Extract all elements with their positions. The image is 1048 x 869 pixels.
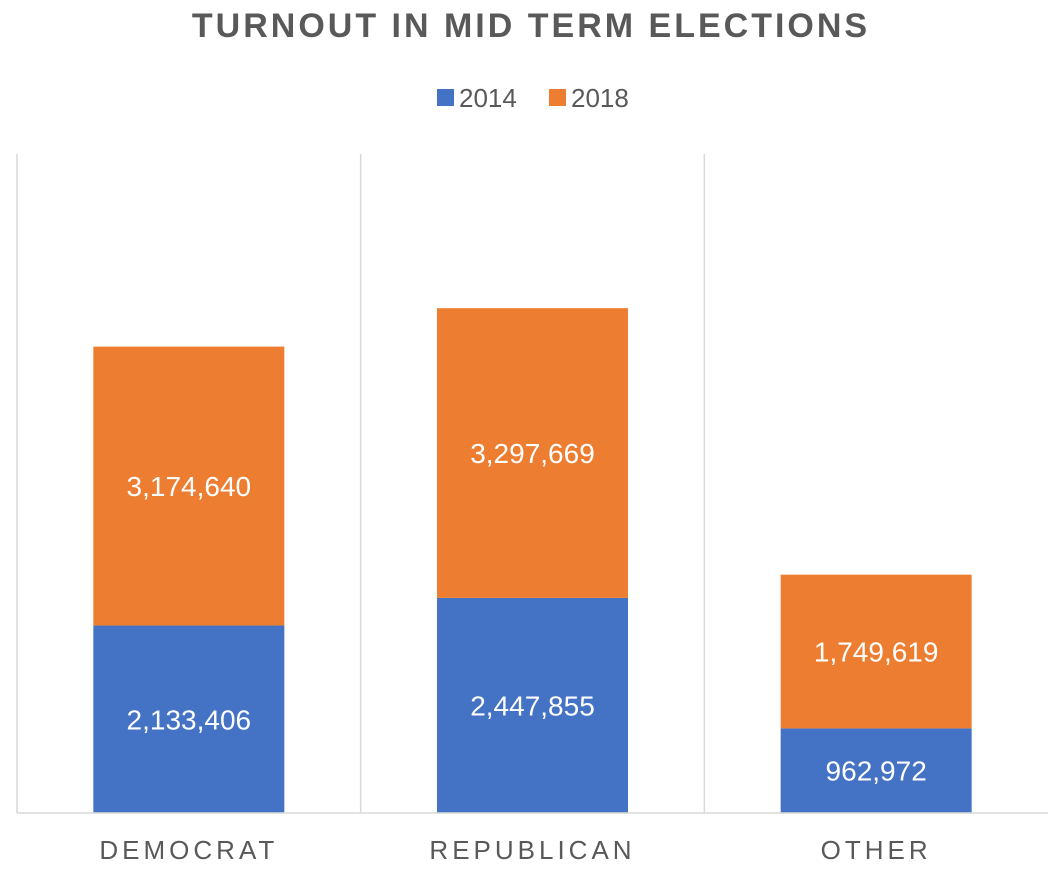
legend-label-2018: 2018 [571, 83, 629, 113]
data-label-2014-republican: 2,447,855 [470, 690, 595, 721]
bar-2014-republican [437, 597, 628, 813]
bar-2018-democrat [93, 346, 285, 626]
bar-2014-democrat [93, 625, 285, 813]
data-label-2014-other: 962,972 [826, 756, 927, 787]
data-label-2018-other: 1,749,619 [814, 637, 939, 668]
x-tick-label-other: OTHER [821, 835, 932, 865]
legend-swatch-2018 [549, 89, 566, 106]
bar-2018-other [780, 574, 972, 729]
x-tick-label-republican: REPUBLICAN [429, 835, 635, 865]
x-axis: DEMOCRAT REPUBLICAN OTHER [17, 812, 1048, 865]
x-tick-label-democrat: DEMOCRAT [99, 835, 278, 865]
chart-title: TURNOUT IN MID TERM ELECTIONS [192, 7, 870, 45]
data-label-2014-democrat: 2,133,406 [127, 704, 252, 735]
legend: 2014 2018 [437, 83, 629, 113]
data-label-2018-republican: 3,297,669 [470, 438, 595, 469]
legend-swatch-2014 [437, 89, 454, 106]
data-labels: 2,133,406 3,174,640 2,447,855 3,297,669 962,… [127, 438, 939, 787]
bar-2018-republican [437, 308, 628, 598]
legend-label-2014: 2014 [459, 83, 517, 113]
data-label-2018-democrat: 3,174,640 [127, 471, 252, 502]
bar-2014-other [780, 728, 972, 813]
gridlines [16, 154, 706, 813]
bars [93, 308, 972, 813]
